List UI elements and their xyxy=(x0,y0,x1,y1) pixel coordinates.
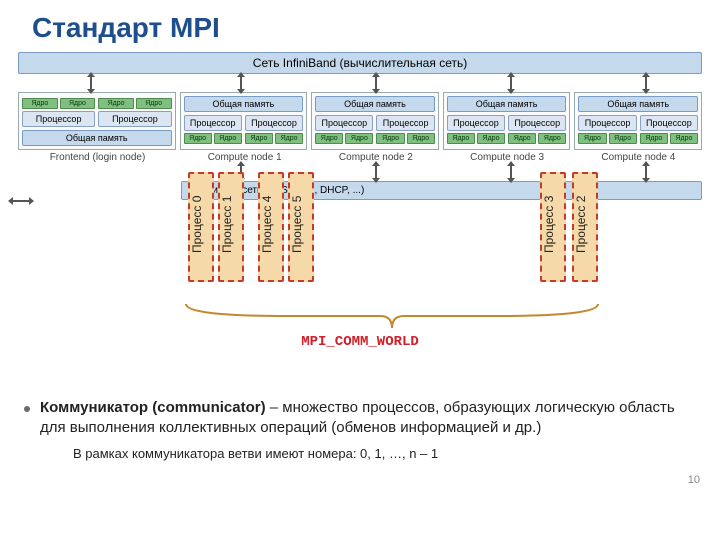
shared-memory: Общая память xyxy=(184,96,304,112)
processor: Процессор xyxy=(508,115,566,131)
core: Ядро xyxy=(477,133,505,144)
body-text: Коммуникатор (communicator) – множество … xyxy=(24,398,694,462)
processor: Процессор xyxy=(98,111,171,127)
vert-arrow-icon xyxy=(240,76,242,90)
shared-memory: Общая память xyxy=(578,96,698,112)
vert-arrow-icon xyxy=(375,76,377,90)
core: Ядро xyxy=(578,133,606,144)
processor: Процессор xyxy=(184,115,242,131)
node-label: Frontend (login node) xyxy=(18,152,177,163)
frontend-node: ЯдроЯдроЯдроЯдроПроцессорПроцессорОбщая … xyxy=(18,92,176,150)
sub-bullet-text: В рамках коммуникатора ветви имеют номер… xyxy=(73,445,438,463)
vert-arrow-icon xyxy=(510,165,512,179)
compute-node: Общая памятьПроцессорПроцессорЯдроЯдроЯд… xyxy=(443,92,571,150)
core: Ядро xyxy=(184,133,212,144)
shared-memory: Общая память xyxy=(447,96,567,112)
core: Ядро xyxy=(60,98,96,109)
core: Ядро xyxy=(670,133,698,144)
node-label: Compute node 4 xyxy=(575,152,702,163)
vert-arrow-icon xyxy=(645,76,647,90)
processor: Процессор xyxy=(447,115,505,131)
service-net-row: (сервисная сеть: NFS, DNS, DHCP, ...) xyxy=(10,181,710,200)
compute-node: Общая памятьПроцессорПроцессорЯдроЯдроЯд… xyxy=(311,92,439,150)
bullet-dot-icon xyxy=(60,452,65,457)
compute-node: Общая памятьПроцессорПроцессорЯдроЯдроЯд… xyxy=(180,92,308,150)
arrows-top xyxy=(10,74,710,92)
core: Ядро xyxy=(538,133,566,144)
mpi-comm-world-label: MPI_COMM_WORLD xyxy=(10,334,710,350)
core: Ядро xyxy=(508,133,536,144)
core: Ядро xyxy=(447,133,475,144)
core: Ядро xyxy=(22,98,58,109)
bullet-dot-icon xyxy=(24,406,30,412)
core: Ядро xyxy=(609,133,637,144)
frontend-horiz-arrow xyxy=(12,200,30,202)
core: Ядро xyxy=(345,133,373,144)
processor: Процессор xyxy=(578,115,636,131)
core: Ядро xyxy=(640,133,668,144)
shared-memory: Общая память xyxy=(315,96,435,112)
core: Ядро xyxy=(407,133,435,144)
slide-title: Стандарт MPI xyxy=(0,0,720,52)
processor: Процессор xyxy=(245,115,303,131)
node-labels: Frontend (login node)Compute node 1Compu… xyxy=(10,150,710,163)
vert-arrow-icon xyxy=(510,76,512,90)
processor: Процессор xyxy=(22,111,95,127)
core: Ядро xyxy=(136,98,172,109)
sub-bullet: В рамках коммуникатора ветви имеют номер… xyxy=(60,445,694,463)
page-number: 10 xyxy=(688,474,700,486)
architecture-diagram: Сеть InfiniBand (вычислительная сеть) Яд… xyxy=(10,52,710,200)
processor: Процессор xyxy=(376,115,434,131)
main-bullet: Коммуникатор (communicator) – множество … xyxy=(24,398,694,439)
processor: Процессор xyxy=(315,115,373,131)
communicator-term: Коммуникатор (communicator) xyxy=(40,399,266,416)
compute-node: Общая памятьПроцессорПроцессорЯдроЯдроЯд… xyxy=(574,92,702,150)
core: Ядро xyxy=(98,98,134,109)
core: Ядро xyxy=(376,133,404,144)
brace-icon xyxy=(182,302,602,332)
processor: Процессор xyxy=(640,115,698,131)
core: Ядро xyxy=(315,133,343,144)
vert-arrow-icon xyxy=(645,165,647,179)
infiniband-bar: Сеть InfiniBand (вычислительная сеть) xyxy=(18,52,702,74)
nodes-row: ЯдроЯдроЯдроЯдроПроцессорПроцессорОбщая … xyxy=(10,92,710,150)
vert-arrow-icon xyxy=(375,165,377,179)
arrows-bottom xyxy=(10,163,710,181)
vert-arrow-icon xyxy=(90,76,92,90)
shared-memory: Общая память xyxy=(22,130,172,146)
core: Ядро xyxy=(245,133,273,144)
core: Ядро xyxy=(214,133,242,144)
core: Ядро xyxy=(275,133,303,144)
vert-arrow-icon xyxy=(240,165,242,179)
service-net-bar: (сервисная сеть: NFS, DNS, DHCP, ...) xyxy=(181,181,702,200)
